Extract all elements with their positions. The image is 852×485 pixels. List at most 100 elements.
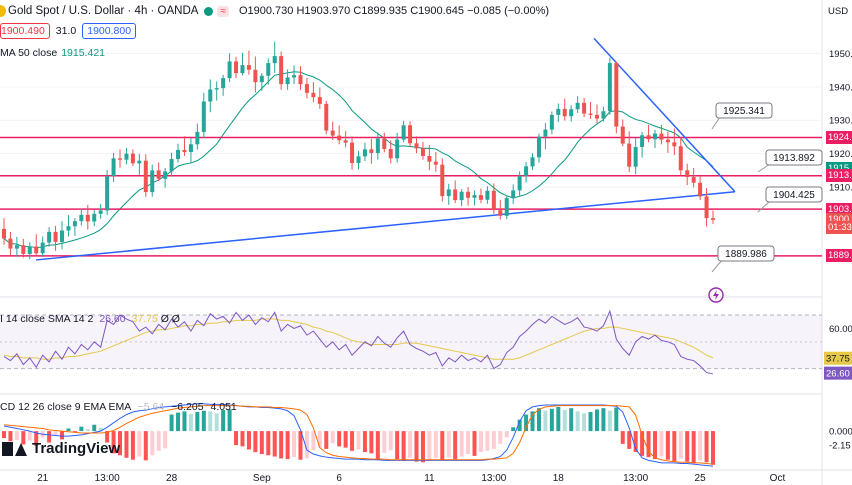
ma-value: 1915.421 [61, 47, 105, 59]
spread-value: 31.0 [55, 25, 77, 37]
candle-body [85, 214, 90, 222]
candle-body [498, 210, 503, 216]
time-tick-label: 6 [336, 473, 342, 484]
macd-histogram-bar [491, 431, 496, 449]
candle-body [163, 171, 168, 179]
candle-body [298, 75, 303, 85]
macd-histogram-bar [350, 431, 355, 451]
candle-body [665, 139, 670, 143]
candle-body [208, 89, 213, 102]
macd-legend[interactable]: CD 12 26 close 9 EMA EMA −5.64 −6.205 4.… [0, 401, 237, 413]
time-tick-label: 13:00 [481, 473, 506, 484]
candle-body [337, 135, 342, 141]
candle-body [279, 56, 284, 85]
price-tick-label: 1920.0 [829, 149, 852, 160]
candle-body [311, 92, 316, 98]
level-callout-label: 1925.341 [723, 106, 765, 117]
ma-legend[interactable]: MA 50 close 1915.421 [0, 47, 105, 59]
event-flash-icon [708, 287, 724, 303]
macd-histogram-bar [79, 426, 84, 432]
macd-histogram-bar [627, 431, 632, 449]
macd-histogram-bar [47, 431, 52, 443]
callout-pointer [711, 259, 723, 273]
candle-body [678, 146, 683, 171]
macd-histogram-bar [221, 410, 226, 432]
macd-histogram-bar [362, 431, 367, 453]
candle-body [530, 157, 535, 167]
price-tick-label: 1940.0 [829, 82, 852, 93]
tradingview-logo[interactable]: TradingView [2, 440, 120, 457]
tradingview-wordmark: TradingView [32, 440, 121, 457]
macd-histogram-bar [569, 408, 574, 432]
macd-histogram-bar [163, 431, 168, 449]
macd-tick-label: 0.000 [829, 427, 852, 438]
candle-body [569, 109, 574, 117]
ma-label: MA 50 close [0, 47, 58, 59]
candle-body [14, 245, 19, 249]
macd-histogram-bar [298, 431, 303, 460]
wave-icon[interactable]: ≈ [217, 5, 229, 17]
candle-body [504, 198, 509, 216]
candle-body [414, 143, 419, 149]
macd-histogram-bar [66, 428, 71, 432]
candle-body [369, 149, 374, 153]
macd-histogram-bar [672, 431, 677, 461]
macd-histogram-bar [195, 412, 200, 432]
macd-histogram-bar [388, 431, 393, 451]
macd-histogram-bar [594, 409, 599, 432]
time-tick-label: 11 [424, 473, 435, 484]
chart-header: Gold Spot / U.S. Dollar · 4h · OANDA ≈ O… [0, 3, 549, 19]
macd-signal-value: 4.051 [210, 401, 237, 413]
level-callout-label: 1913.892 [773, 153, 815, 164]
rsi-legend[interactable]: I 14 close SMA 14 2 26.60 37.75 Ø Ø [0, 313, 180, 325]
macd-histogram-bar [143, 431, 148, 461]
callout-pointer [757, 200, 771, 213]
macd-histogram-bar [188, 413, 193, 432]
macd-histogram-bar [285, 431, 290, 460]
buy-button[interactable]: 1900.800 [82, 23, 137, 39]
axis-price-tag: 1913. [826, 169, 852, 183]
candle-body [47, 231, 52, 243]
candle-body [53, 231, 58, 242]
candle-body [582, 102, 587, 114]
candle-body [324, 103, 329, 131]
currency-label: USD [828, 6, 849, 17]
candle-body [478, 195, 483, 200]
candle-body [130, 153, 135, 164]
level-callout-label: 1904.425 [773, 190, 815, 201]
rsi-label: I 14 close SMA 14 2 [0, 313, 94, 325]
symbol-title[interactable]: Gold Spot / U.S. Dollar · 4h · OANDA [8, 5, 199, 17]
candle-body [382, 138, 387, 149]
candle-body [711, 218, 715, 220]
candle-body [169, 159, 174, 172]
time-tick-label: 13:00 [95, 473, 120, 484]
candle-body [440, 164, 445, 197]
macd-histogram-bar [395, 431, 400, 460]
price-tick-label: 1910.0 [829, 183, 852, 194]
candle-body [620, 126, 625, 144]
callout-box [765, 149, 823, 166]
candle-body [111, 158, 116, 177]
candle-body [388, 148, 393, 159]
candle-body [118, 158, 123, 160]
macd-histogram-bar [517, 419, 522, 432]
macd-histogram-bar [582, 413, 587, 432]
candle-body [395, 139, 400, 159]
candle-body [685, 170, 690, 178]
candle-body [234, 61, 239, 74]
macd-histogram-bar [433, 431, 438, 458]
macd-histogram-bar [98, 427, 103, 432]
candle-body [304, 84, 309, 93]
macd-histogram-bar [427, 431, 432, 461]
macd-histogram-bar [524, 414, 529, 432]
macd-histogram-bar [60, 431, 65, 440]
candle-body [150, 170, 155, 193]
candle-body [27, 246, 32, 254]
macd-histogram-bar [317, 431, 322, 448]
sell-button[interactable]: 1900.490 [0, 23, 50, 39]
candle-body [408, 125, 413, 144]
candle-body [330, 130, 335, 136]
macd-histogram-bar [53, 431, 58, 435]
macd-histogram-bar [401, 431, 406, 461]
